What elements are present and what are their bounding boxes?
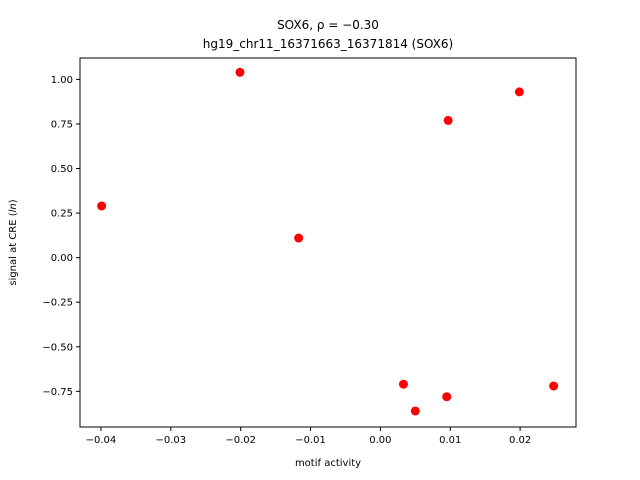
plot-area	[97, 67, 559, 416]
y-tick-label: 0.00	[51, 253, 73, 264]
data-point-9	[549, 381, 559, 391]
chart-title-line2: hg19_chr11_16371663_16371814 (SOX6)	[203, 37, 453, 51]
x-tick-label: −0.04	[86, 435, 117, 446]
data-point-3	[294, 233, 304, 243]
y-tick-label: −0.25	[42, 298, 73, 309]
x-tick-label: 0.01	[439, 435, 461, 446]
data-point-4	[398, 379, 408, 389]
data-point-6	[442, 392, 452, 402]
x-axis: −0.04 −0.03 −0.02 −0.01 0.00 0.01 0.02	[86, 427, 531, 446]
y-tick-label: 1.00	[51, 75, 73, 86]
y-tick-label: −0.50	[42, 342, 73, 353]
data-point-8	[514, 87, 524, 97]
data-point-1	[97, 201, 107, 211]
data-point-5	[410, 406, 420, 416]
data-point-7	[443, 115, 453, 125]
y-tick-label: 0.25	[51, 209, 73, 220]
axes-frame	[79, 57, 577, 428]
y-axis-label-suffix: )	[8, 199, 19, 203]
y-tick-label: 0.75	[51, 119, 73, 130]
x-axis-label: motif activity	[295, 458, 361, 469]
y-tick-label: −0.75	[42, 387, 73, 398]
y-axis: 1.00 0.75 0.50 0.25 0.00 −0.25 −0.50 −0.75	[42, 75, 80, 398]
x-tick-label: −0.01	[295, 435, 326, 446]
x-tick-label: −0.02	[225, 435, 256, 446]
x-tick-label: 0.00	[369, 435, 391, 446]
data-point-2	[235, 67, 245, 77]
x-tick-label: 0.02	[509, 435, 531, 446]
x-tick-label: −0.03	[155, 435, 186, 446]
y-axis-label: signal at CRE (ln)	[8, 199, 19, 285]
y-axis-label-prefix: signal at CRE (	[8, 212, 19, 285]
y-axis-label-unit: ln	[8, 203, 19, 212]
y-tick-label: 0.50	[51, 164, 73, 175]
chart-title-line1: SOX6, ρ = −0.30	[277, 18, 379, 32]
